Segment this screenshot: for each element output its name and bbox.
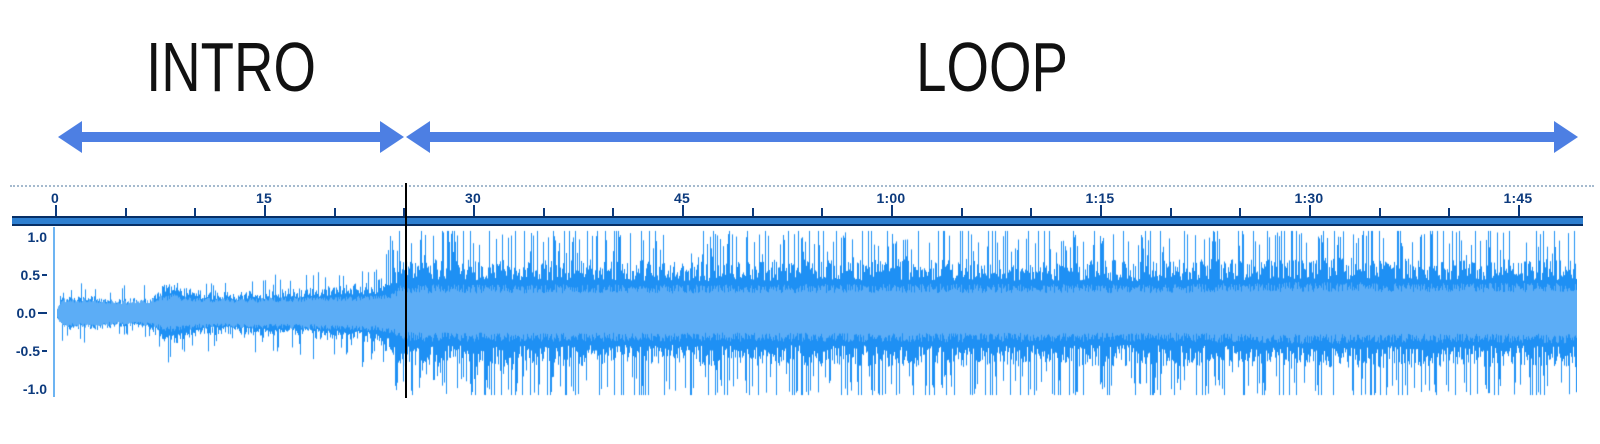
arrow-shaft [78,132,384,142]
ruler-tick [751,208,754,216]
amp-tick-dash [42,350,47,353]
ruler-tick [1239,208,1242,216]
timeline-ruler[interactable]: 0 15 30 45 1:00 1:15 1:30 1:45 [0,180,1600,226]
ruler-tick [472,205,475,216]
ruler-tick [1517,205,1520,216]
amp-label-1.0: 1.0 [0,229,47,245]
amp-label--0.5: -0.5 [0,343,47,359]
ruler-tick [263,205,266,216]
ruler-tick [1099,205,1102,216]
amp-label--1.0: -1.0 [0,381,47,397]
ruler-tick [681,205,684,216]
amplitude-axis-line [53,227,55,397]
ruler-tick [403,208,406,216]
ruler-tick [1030,208,1033,216]
time-label-1:15: 1:15 [1085,190,1115,206]
ruler-tick [542,208,545,216]
amp-label-text: -0.5 [15,343,40,359]
arrow-shaft [426,132,1558,142]
arrow-left-head [58,121,82,153]
timeline-bar [12,216,1583,226]
amplitude-scale[interactable]: 1.0 0.5 0.0 -0.5 -1.0 [0,226,56,401]
time-label-0: 0 [51,190,59,206]
intro-range-arrow [58,121,404,153]
ruler-tick [194,208,197,216]
amp-tick-dash [42,274,47,277]
playhead-cursor [405,183,407,398]
time-label-15: 15 [255,190,272,206]
time-label-30: 30 [464,190,481,206]
time-label-1:00: 1:00 [876,190,906,206]
time-label-45: 45 [673,190,690,206]
ruler-tick [1308,205,1311,216]
amp-label-text: -1.0 [22,381,47,397]
arrow-left-head [406,121,430,153]
ruler-tick [960,208,963,216]
ruler-tick [124,208,127,216]
waveform-canvas[interactable] [57,226,1577,400]
time-label-1:30: 1:30 [1294,190,1324,206]
amp-label-0.0: 0.0 [0,305,47,321]
ruler-tick [55,205,57,216]
amp-label-text: 0.5 [20,267,40,283]
intro-section-label: INTRO [146,28,316,106]
arrow-right-head [380,121,404,153]
time-label-1:45: 1:45 [1503,190,1533,206]
loop-range-arrow [406,121,1578,153]
ruler-tick [1378,208,1381,216]
ruler-tick [1448,208,1451,216]
loop-section-label: LOOP [916,28,1068,106]
ruler-tick [890,205,893,216]
ruler-tick [333,208,336,216]
ruler-tick [612,208,615,216]
ruler-tick [821,208,824,216]
amp-label-text: 0.0 [16,305,36,321]
ruler-tick [1169,208,1172,216]
arrow-right-head [1554,121,1578,153]
amp-label-0.5: 0.5 [0,267,47,283]
amp-tick-dash [38,312,47,315]
amp-label-text: 1.0 [27,229,47,245]
ruler-top-dotted-line [10,185,1594,187]
